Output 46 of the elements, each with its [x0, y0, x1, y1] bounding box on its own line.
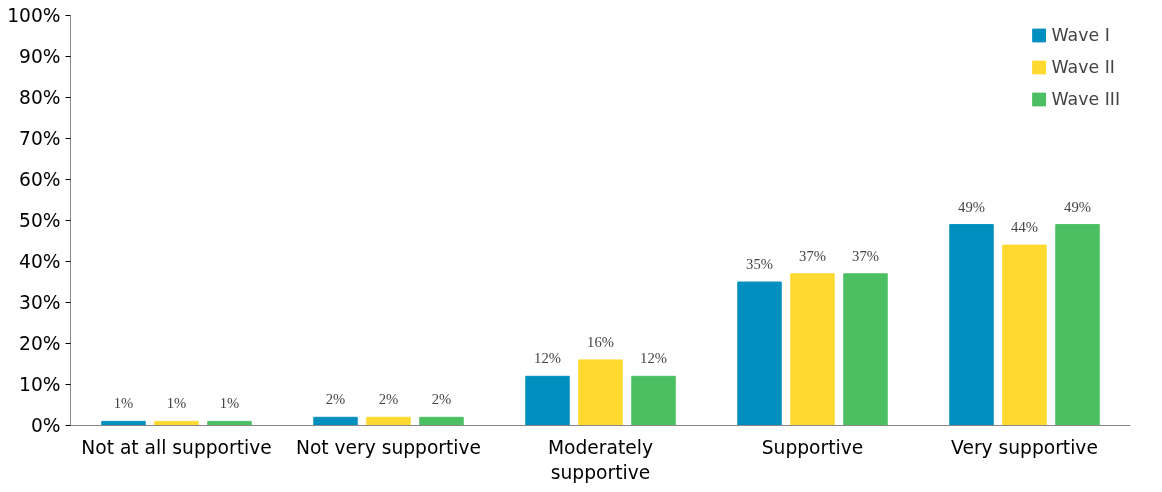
y-tick-label: 100%: [7, 5, 61, 26]
data-label: 35%: [746, 256, 773, 272]
bar: [1002, 244, 1047, 426]
bar: [419, 416, 464, 426]
bar: [843, 273, 888, 426]
data-label: 37%: [799, 247, 826, 264]
bar: [737, 281, 782, 426]
data-label: 1%: [219, 395, 240, 412]
y-tick-label: 40%: [19, 251, 61, 272]
y-tick-label: 20%: [19, 333, 61, 354]
data-label: 49%: [1064, 198, 1091, 215]
bar: [790, 273, 835, 426]
bar: [949, 224, 994, 426]
bar: [578, 359, 623, 426]
data-label: 12%: [640, 350, 667, 367]
y-tick-label: 0%: [30, 415, 61, 436]
y-tick-label: 90%: [19, 46, 61, 67]
data-label: 2%: [325, 391, 346, 408]
legend-label: Wave II: [1051, 57, 1115, 77]
legend-label: Wave III: [1051, 89, 1120, 109]
data-label: 44%: [1011, 219, 1038, 236]
data-label: 1%: [113, 395, 134, 412]
x-tick-label: Not very supportive: [295, 436, 482, 458]
x-tick-label: Not at all supportive: [81, 436, 272, 458]
data-label: 1%: [166, 395, 187, 412]
x-tick-label: Moderately supportive: [548, 436, 653, 483]
y-tick-label: 60%: [19, 169, 61, 190]
data-label: 16%: [587, 333, 614, 350]
y-tick-label: 50%: [19, 210, 61, 231]
y-tick-label: 70%: [19, 128, 61, 149]
bar: [1055, 224, 1100, 426]
y-tick-label: 80%: [19, 87, 61, 108]
data-label: 2%: [431, 391, 452, 408]
bar: [631, 375, 676, 426]
bar: [525, 375, 570, 426]
data-label: 37%: [852, 247, 879, 264]
data-label: 12%: [534, 350, 561, 367]
y-tick-label: 30%: [19, 292, 61, 313]
x-tick-label: Supportive: [761, 436, 864, 458]
bar: [313, 416, 358, 426]
y-tick-label: 10%: [19, 374, 61, 395]
legend-label: Wave I: [1051, 25, 1110, 45]
data-label: 49%: [958, 198, 985, 215]
x-tick-label: Very supportive: [951, 436, 1098, 458]
bar: [366, 416, 411, 426]
data-label: 2%: [378, 391, 399, 408]
